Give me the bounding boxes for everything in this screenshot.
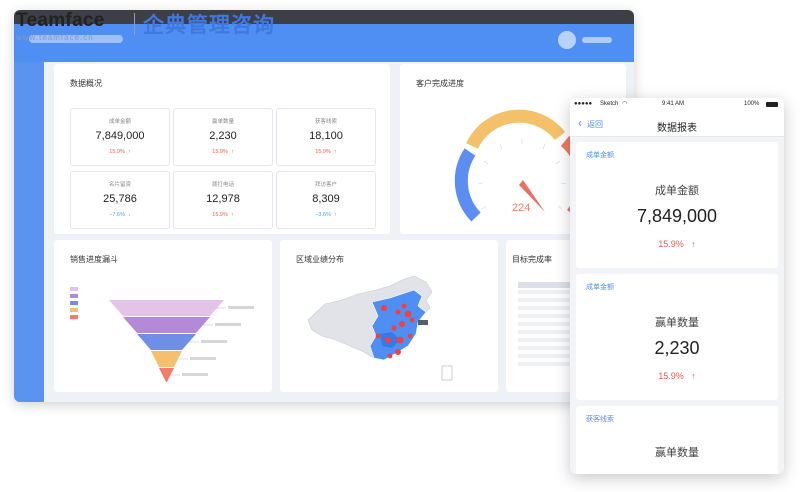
app-header xyxy=(14,24,634,62)
metric-card[interactable]: 成单金额 7,849,000 15.9% ↑ xyxy=(70,108,170,166)
map-inset-box xyxy=(441,365,453,381)
metric-value: 7,849,000 xyxy=(95,130,145,142)
target-table xyxy=(518,282,578,366)
phone-card-tag: 成单金额 xyxy=(586,152,614,159)
map-markers xyxy=(375,303,415,359)
map-tooltip xyxy=(418,320,428,325)
arrow-down-icon: ↓ xyxy=(128,212,131,218)
metric-label: 拜访客户 xyxy=(314,182,337,188)
funnel-stage-1 xyxy=(109,300,224,316)
china-map xyxy=(307,275,453,381)
phone-card-value: 2,230 xyxy=(654,338,700,358)
arrow-up-icon: ↑ xyxy=(230,212,234,218)
arrow-up-icon: ↑ xyxy=(127,149,131,155)
carrier-label: Sketch xyxy=(600,101,619,107)
funnel-stage-2 xyxy=(123,317,210,333)
phone-card-label: 成单金额 xyxy=(655,185,699,197)
phone-card-tag: 成单金额 xyxy=(586,284,614,291)
phone-card-change: 15.9% ↑ xyxy=(658,371,696,381)
metric-value: 12,978 xyxy=(206,193,240,205)
funnel-stage-3 xyxy=(137,334,196,350)
phone-card-label: 赢单数量 xyxy=(655,317,699,329)
metric-label: 获客线索 xyxy=(314,119,337,125)
brand-separator xyxy=(134,13,135,35)
phone-metric-card[interactable]: 成单金额 赢单数量 2,230 15.9% ↑ xyxy=(576,274,778,400)
metric-change: 15.9% ↑ xyxy=(212,212,234,218)
gauge-title: 客户完成进度 xyxy=(416,79,464,88)
overview-card: 数据概况 成单金额 7,849,000 15.9% ↑ 赢单数量 2,230 1… xyxy=(54,64,390,234)
metric-change: 15.9% ↑ xyxy=(212,149,234,155)
phone-mockup: ●●●●● Sketch ◠ 9:41 AM 100% ‹ 返回 数据报表 成单… xyxy=(570,98,784,474)
metric-label: 拨打电话 xyxy=(211,182,234,188)
funnel-stage-4 xyxy=(151,351,182,367)
funnel-legend-item xyxy=(70,314,80,319)
funnel-card: 销售进度漏斗 xyxy=(54,240,272,392)
gauge-needle xyxy=(519,180,545,212)
metric-change: −7.6% ↓ xyxy=(109,212,131,218)
back-button[interactable]: 返回 xyxy=(587,120,603,129)
back-icon[interactable]: ‹ xyxy=(578,116,582,130)
phone-metric-card[interactable]: 获客线索 赢单数量 xyxy=(576,406,778,474)
phone-card-label: 赢单数量 xyxy=(655,447,699,459)
phone-metric-card[interactable]: 成单金额 成单金额 7,849,000 15.9% ↑ xyxy=(576,142,778,268)
brand-name-en: Teamface xyxy=(16,10,105,31)
nav-title: 数据报表 xyxy=(657,123,697,134)
funnel-legend-item xyxy=(70,307,80,312)
metric-card[interactable]: 获客线索 18,100 15.9% ↑ xyxy=(276,108,376,166)
metric-card[interactable]: 拨打电话 12,978 15.9% ↑ xyxy=(173,171,273,229)
metric-label: 名片留资 xyxy=(108,182,131,188)
phone-card-tag: 获客线索 xyxy=(586,416,614,423)
brand-url: www.teamface.cn xyxy=(16,33,94,42)
gauge-value: 224 xyxy=(512,202,530,214)
metric-change: 15.9% ↑ xyxy=(109,149,131,155)
sidebar xyxy=(14,62,44,402)
gauge-segment-low xyxy=(454,148,481,222)
arrow-up-icon: ↑ xyxy=(334,212,337,218)
window-titlebar xyxy=(14,10,634,24)
metric-value: 2,230 xyxy=(209,130,237,142)
status-time: 9:41 AM xyxy=(662,101,685,107)
wifi-icon: ◠ xyxy=(622,101,628,107)
avatar[interactable] xyxy=(558,31,576,49)
arrow-up-icon: ↑ xyxy=(691,239,696,249)
arrow-up-icon: ↑ xyxy=(333,149,337,155)
arrow-up-icon: ↑ xyxy=(230,149,234,155)
username-placeholder[interactable] xyxy=(582,37,612,43)
metric-card[interactable]: 赢单数量 2,230 15.9% ↑ xyxy=(173,108,273,166)
gauge-segment-mid xyxy=(466,109,566,149)
arrow-up-icon: ↑ xyxy=(691,371,696,381)
address-bar-placeholder[interactable] xyxy=(29,35,123,43)
funnel-legend-item xyxy=(70,286,80,291)
target-title: 目标完成率 xyxy=(512,255,552,264)
metric-change: 15.9% ↑ xyxy=(315,149,337,155)
signal-icon: ●●●●● xyxy=(574,101,593,107)
metric-value: 8,309 xyxy=(312,193,340,205)
overview-title: 数据概况 xyxy=(70,79,102,88)
region-map-card: 区域业绩分布 xyxy=(280,240,498,392)
metric-change: −3.6% ↑ xyxy=(315,212,337,218)
brand-name-cn: 企典管理咨询 xyxy=(143,14,275,37)
funnel-stage-5 xyxy=(159,368,174,382)
funnel-chart xyxy=(109,300,254,382)
phone-card-change: 15.9% ↑ xyxy=(658,239,696,249)
battery-label: 100% xyxy=(744,101,760,107)
battery-icon xyxy=(766,102,778,107)
phone-card-value: 7,849,000 xyxy=(636,206,718,226)
metric-card[interactable]: 拜访客户 8,309 −3.6% ↑ xyxy=(276,171,376,229)
funnel-legend-item xyxy=(70,293,80,298)
metric-label: 成单金额 xyxy=(108,119,131,125)
metric-card[interactable]: 名片留资 25,786 −7.6% ↓ xyxy=(70,171,170,229)
funnel-legend-item xyxy=(70,300,80,305)
metric-value: 18,100 xyxy=(309,130,343,142)
metric-label: 赢单数量 xyxy=(211,119,234,125)
region-title: 区域业绩分布 xyxy=(296,255,344,264)
funnel-title: 销售进度漏斗 xyxy=(70,255,118,264)
phone-nav-bar: ‹ 返回 数据报表 xyxy=(570,112,784,137)
metric-value: 25,786 xyxy=(103,193,137,205)
desktop-window: 数据概况 成单金额 7,849,000 15.9% ↑ 赢单数量 2,230 1… xyxy=(14,10,634,402)
phone-status-bar: ●●●●● Sketch ◠ 9:41 AM 100% xyxy=(570,98,784,112)
